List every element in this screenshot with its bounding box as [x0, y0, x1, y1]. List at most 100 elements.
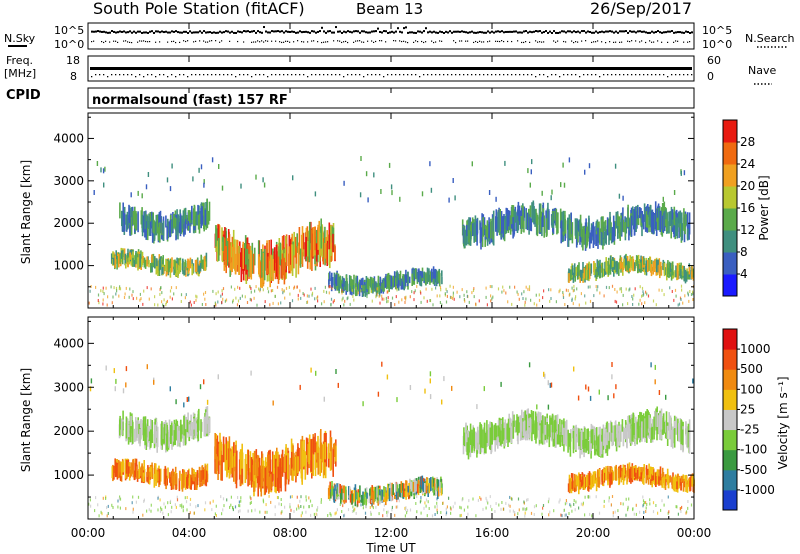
scatter-cell	[341, 286, 343, 290]
nave-point	[427, 74, 429, 76]
data-cell	[673, 420, 676, 433]
scatter-cell	[383, 297, 385, 301]
data-cell	[582, 481, 585, 490]
nsearch-point	[639, 41, 641, 43]
nsky-point	[159, 31, 161, 34]
scatter-cell	[240, 499, 242, 503]
nave-point	[511, 74, 513, 76]
data-cell	[658, 476, 660, 486]
scatter-cell	[107, 512, 109, 515]
data-cell	[279, 462, 282, 489]
nsky-point	[141, 31, 143, 34]
data-cell	[587, 428, 589, 441]
data-cell	[544, 424, 547, 435]
nsearch-point	[441, 40, 443, 42]
scatter-cell	[113, 286, 115, 290]
nsearch-point	[585, 40, 587, 42]
nsky-point	[563, 30, 565, 33]
nsky-point	[619, 30, 621, 33]
data-cell	[673, 221, 675, 238]
data-cell	[222, 236, 224, 251]
data-cell	[431, 268, 433, 282]
nsky-point	[413, 31, 415, 34]
data-cell	[208, 201, 211, 221]
nsky-point	[235, 31, 237, 34]
scatter-cell	[429, 299, 431, 302]
far-cell	[541, 190, 543, 196]
data-cell	[232, 244, 235, 269]
data-cell	[655, 476, 657, 485]
nsky-point	[225, 30, 227, 33]
scatter-cell	[328, 291, 330, 295]
scatter-cell	[253, 296, 255, 300]
data-cell	[468, 230, 470, 243]
nsky-point	[631, 30, 633, 33]
scatter-cell	[587, 285, 589, 289]
scatter-cell	[426, 299, 428, 303]
scatter-cell	[543, 289, 545, 293]
nave-point	[347, 74, 349, 76]
nsky-point	[335, 26, 337, 29]
nave-point	[407, 74, 409, 76]
nsearch-point	[167, 41, 169, 43]
nsky-point	[635, 31, 637, 34]
data-cell	[188, 424, 191, 437]
data-cell	[583, 476, 586, 490]
data-cell	[678, 270, 680, 279]
data-cell	[166, 260, 169, 275]
data-cell	[531, 202, 533, 220]
data-cell	[417, 479, 420, 487]
scatter-cell	[250, 290, 252, 294]
data-cell	[293, 246, 295, 269]
nsky-point	[491, 30, 493, 33]
data-cell	[571, 222, 574, 244]
data-cell	[179, 213, 182, 233]
nsky-point	[605, 30, 607, 33]
scatter-cell	[225, 298, 228, 302]
scatter-cell	[361, 285, 363, 289]
nave-point	[547, 76, 549, 78]
far-cell	[203, 182, 205, 188]
data-cell	[612, 426, 614, 446]
far-cell	[504, 160, 506, 166]
scatter-cell	[195, 294, 197, 298]
data-cell	[661, 420, 664, 435]
nsky-point	[91, 30, 93, 33]
data-cell	[386, 273, 389, 288]
scatter-cell	[102, 302, 104, 306]
data-cell	[350, 275, 352, 287]
nsky-point	[207, 31, 209, 34]
scatter-cell	[193, 301, 195, 304]
scatter-cell	[574, 297, 576, 301]
data-cell	[110, 253, 113, 264]
scatter-cell	[297, 297, 299, 301]
data-cell	[290, 244, 293, 271]
data-cell	[514, 420, 517, 433]
scatter-cell	[341, 289, 343, 292]
data-cell	[170, 476, 173, 490]
far-cell	[198, 167, 200, 173]
nave-point	[279, 74, 281, 76]
data-cell	[367, 277, 369, 290]
scatter-cell	[119, 287, 122, 291]
nsky-point	[487, 30, 489, 33]
nsearch-point	[517, 40, 519, 42]
data-cell	[351, 493, 353, 505]
data-cell	[360, 281, 363, 289]
data-cell	[609, 474, 612, 486]
data-cell	[684, 475, 686, 482]
data-cell	[576, 477, 579, 487]
nsky-point	[215, 31, 217, 34]
data-cell	[614, 425, 616, 442]
scatter-cell	[425, 498, 428, 502]
nsky-point	[399, 30, 401, 33]
scatter-cell	[638, 302, 640, 306]
data-cell	[419, 275, 422, 286]
scatter-cell	[217, 300, 219, 304]
nsky-point	[615, 30, 617, 33]
data-cell	[643, 471, 645, 485]
nave-point	[271, 74, 273, 76]
nsky-point	[295, 31, 297, 34]
data-cell	[569, 433, 572, 457]
nsearch-point	[539, 41, 541, 43]
